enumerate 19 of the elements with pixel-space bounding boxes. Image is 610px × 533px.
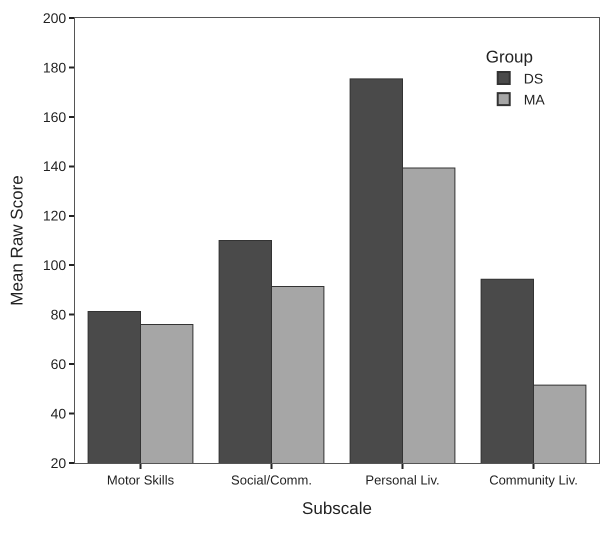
y-tick-label: 100 [42,257,66,274]
x-tick-label: Social/Comm. [231,472,312,488]
y-tick-label: 180 [42,59,66,76]
x-tick-label: Motor Skills [106,472,175,488]
y-tick-label: 160 [42,108,66,125]
y-axis-title: Mean Raw Score [7,175,26,306]
y-tick-label: 80 [50,306,66,323]
legend-label: MA [524,92,546,108]
x-axis-title: Subscale [302,499,372,518]
y-tick-label: 200 [42,10,66,26]
legend-label: DS [524,70,544,86]
y-tick-label: 40 [50,405,66,422]
y-tick-label: 20 [50,454,66,471]
x-tick-label: Community Liv. [489,472,578,488]
x-tick-label: Personal Liv. [365,472,440,488]
y-tick-label: 60 [50,356,66,372]
y-tick-label: 140 [42,158,66,174]
legend-title: Group [486,47,533,66]
y-tick-label: 120 [42,208,66,224]
